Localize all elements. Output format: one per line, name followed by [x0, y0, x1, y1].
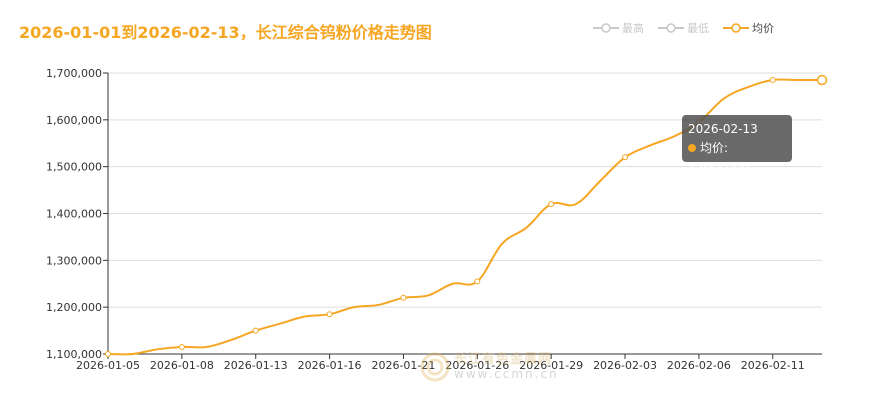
y-tick-label: 1,400,000 [46, 208, 102, 221]
data-point[interactable] [105, 351, 111, 357]
legend-label: 最高 [622, 22, 644, 35]
tooltip-date: 2026-02-13 [688, 122, 758, 136]
tooltip: 2026-02-13 均价: 1,685,000 [682, 115, 792, 174]
data-point[interactable] [622, 154, 629, 161]
data-point[interactable] [252, 327, 259, 334]
y-tick-label: 1,600,000 [46, 114, 102, 127]
x-tick-label: 2026-01-13 [224, 359, 288, 372]
y-tick-label: 1,200,000 [46, 301, 102, 314]
x-tick-label: 2026-01-16 [298, 359, 362, 372]
legend: 最高 最低 均价 [593, 20, 774, 36]
y-tick-label: 1,300,000 [46, 254, 102, 267]
data-points [105, 74, 828, 357]
data-point[interactable] [548, 201, 555, 208]
legend-label: 均价 [752, 22, 774, 35]
x-tick-label: 2026-01-05 [76, 359, 140, 372]
x-tick-label: 2026-01-21 [371, 359, 435, 372]
y-tick-label: 1,100,000 [46, 348, 102, 361]
y-tick-label: 1,700,000 [46, 67, 102, 80]
axes: 1,100,000 1,200,000 1,300,000 1,400,000 1,50… [46, 67, 822, 372]
data-point-highlighted[interactable] [816, 74, 828, 86]
legend-label: 最低 [687, 22, 709, 35]
legend-line-icon [658, 23, 684, 33]
chart-title: 2026-01-01到2026-02-13，长江综合钨粉价格走势图 [19, 23, 432, 42]
x-tick-label: 2026-02-11 [741, 359, 805, 372]
data-point[interactable] [326, 311, 333, 318]
data-point[interactable] [769, 77, 776, 84]
tooltip-series: 均价 [700, 141, 725, 155]
watermark-logo-icon [420, 352, 450, 382]
data-point[interactable] [474, 278, 481, 285]
tooltip-dot-icon [688, 144, 696, 152]
legend-line-icon [723, 23, 749, 33]
tooltip-value: 1,685,000 [688, 160, 750, 174]
x-tick-label: 2026-01-29 [519, 359, 583, 372]
legend-item-avg[interactable]: 均价 [723, 20, 774, 36]
watermark-name: 长江有色金属网 [454, 352, 553, 367]
watermark-url: www.ccmn.cn [454, 367, 559, 381]
watermark: 长江有色金属网 www.ccmn.cn [420, 352, 559, 382]
legend-item-min[interactable]: 最低 [658, 20, 709, 36]
tooltip-row: 均价: 1,685,000 [688, 141, 750, 174]
data-point[interactable] [178, 343, 185, 350]
y-tick-label: 1,500,000 [46, 161, 102, 174]
x-tick-label: 2026-01-08 [150, 359, 214, 372]
grid [108, 72, 822, 308]
legend-item-max[interactable]: 最高 [593, 20, 644, 36]
x-tick-label: 2026-02-06 [667, 359, 731, 372]
x-tick-label: 2026-01-26 [445, 359, 509, 372]
legend-line-icon [593, 23, 619, 33]
data-point[interactable] [400, 294, 407, 301]
x-tick-label: 2026-02-03 [593, 359, 657, 372]
